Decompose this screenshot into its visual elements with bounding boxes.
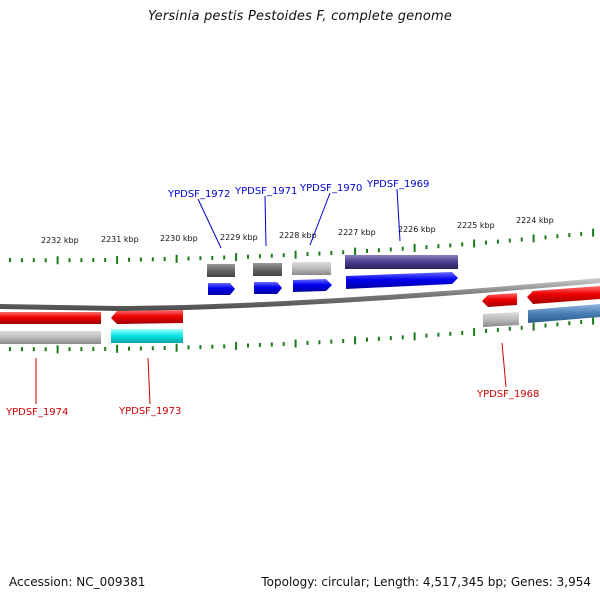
feature-block[interactable] [528,304,600,323]
reverse-block-track-left [0,329,183,344]
gene-label-ypdsf-1970[interactable]: YPDSF_1970 [299,183,362,194]
genome-stats-text: Topology: circular; Length: 4,517,345 bp… [261,575,591,589]
scale-label-2229: 2229 kbp [220,233,258,242]
scale-label-2231: 2231 kbp [101,235,139,244]
cds-arrow-ypdsf-1969[interactable] [346,272,458,289]
scale-label-2228: 2228 kbp [279,231,317,240]
accession-text: Accession: NC_009381 [9,575,146,589]
feature-block[interactable] [345,255,458,269]
gene-labels: YPDSF_1972 YPDSF_1971 YPDSF_1970 YPDSF_1… [5,179,539,418]
feature-block[interactable] [111,329,183,343]
outer-tick-marks [9,228,595,265]
scale-label-2232: 2232 kbp [41,236,79,245]
scale-label-2230: 2230 kbp [160,234,198,243]
gene-label-ypdsf-1971[interactable]: YPDSF_1971 [234,186,297,197]
cds-arrow-ypdsf-1971[interactable] [254,282,282,294]
cds-arrow-right-edge[interactable] [527,286,600,304]
cds-arrow-ypdsf-1973[interactable] [111,310,183,324]
genome-backbone [0,278,600,311]
forward-gray-track [207,255,458,277]
forward-cds-track [208,272,458,295]
inner-tick-marks [9,316,595,354]
reverse-cds-track-left [0,310,183,324]
scale-label-2227: 2227 kbp [338,228,376,237]
scale-label-2224: 2224 kbp [516,216,554,225]
scale-label-2225: 2225 kbp [457,221,495,230]
cds-arrow-ypdsf-1974[interactable] [0,312,101,324]
scale-labels: 2232 kbp 2231 kbp 2230 kbp 2229 kbp 2228… [41,216,554,245]
reverse-cds-track-right [482,286,600,327]
scale-label-2226: 2226 kbp [398,225,436,234]
label-leader-lines [35,188,507,405]
gene-label-ypdsf-1969[interactable]: YPDSF_1969 [366,179,429,190]
gene-label-ypdsf-1974[interactable]: YPDSF_1974 [5,407,68,418]
gene-label-ypdsf-1973[interactable]: YPDSF_1973 [118,406,181,417]
feature-block[interactable] [292,262,331,275]
cds-arrow-ypdsf-1972[interactable] [208,283,235,295]
feature-block[interactable] [483,312,519,327]
feature-block[interactable] [0,331,101,344]
feature-block[interactable] [253,263,282,276]
gene-label-ypdsf-1968[interactable]: YPDSF_1968 [476,389,539,400]
feature-block[interactable] [207,264,235,277]
cds-arrow-ypdsf-1968[interactable] [482,293,517,307]
gene-label-ypdsf-1972[interactable]: YPDSF_1972 [167,189,230,200]
cds-arrow-ypdsf-1970[interactable] [293,279,332,292]
map-title: Yersinia pestis Pestoides F, complete ge… [147,9,453,24]
